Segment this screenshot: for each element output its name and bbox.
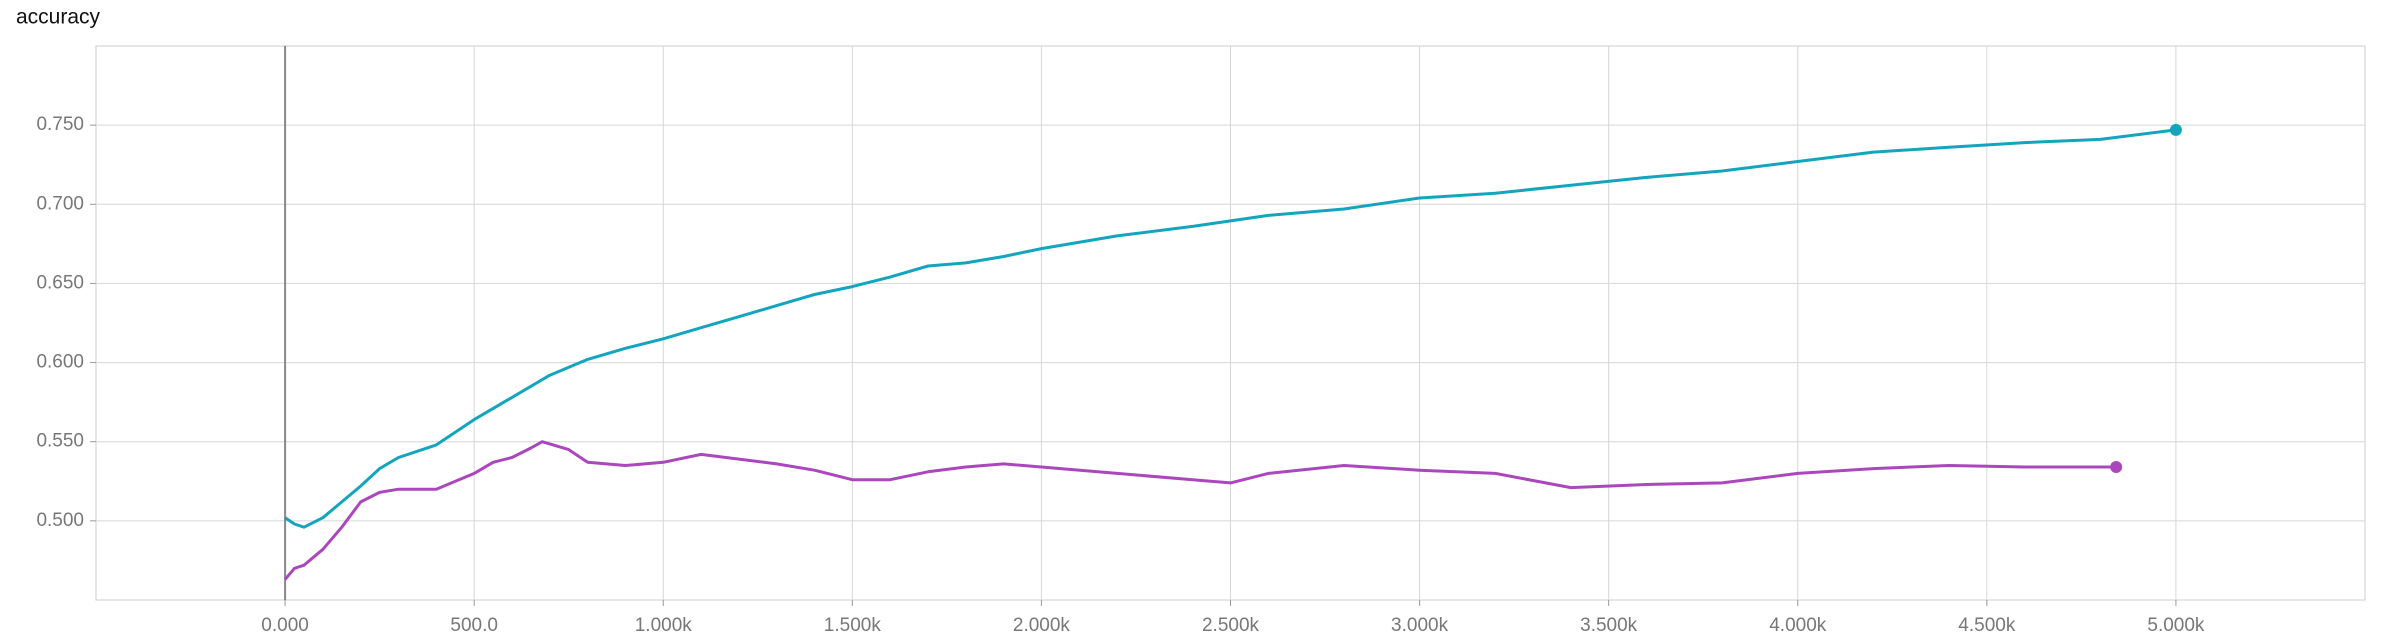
end-point bbox=[2169, 123, 2182, 136]
y-tick-label: 0.750 bbox=[36, 114, 84, 135]
y-tick-label: 0.650 bbox=[36, 272, 84, 293]
x-tick-label: 4.000k bbox=[1769, 615, 1827, 636]
series-line bbox=[284, 128, 2177, 529]
x-tick-label: 4.500k bbox=[1958, 615, 2016, 636]
x-tick-label: 2.000k bbox=[1013, 615, 1071, 636]
x-tick-label: 1.000k bbox=[635, 615, 693, 636]
y-tick-label: 0.600 bbox=[36, 352, 84, 373]
y-tick-label: 0.550 bbox=[36, 431, 84, 452]
y-tick-label: 0.700 bbox=[36, 193, 84, 214]
x-tick-label: 5.000k bbox=[2147, 615, 2205, 636]
x-tick-label: 500.0 bbox=[450, 615, 498, 636]
y-tick-label: 0.500 bbox=[36, 510, 84, 531]
chart-title: accuracy bbox=[16, 6, 101, 29]
x-tick-label: 0.000 bbox=[261, 615, 309, 636]
x-tick-label: 3.000k bbox=[1391, 615, 1449, 636]
x-tick-label: 3.500k bbox=[1580, 615, 1638, 636]
x-tick-label: 1.500k bbox=[824, 615, 882, 636]
x-tick-label: 2.500k bbox=[1202, 615, 1260, 636]
series-line bbox=[283, 440, 2117, 581]
end-point bbox=[2110, 461, 2123, 474]
